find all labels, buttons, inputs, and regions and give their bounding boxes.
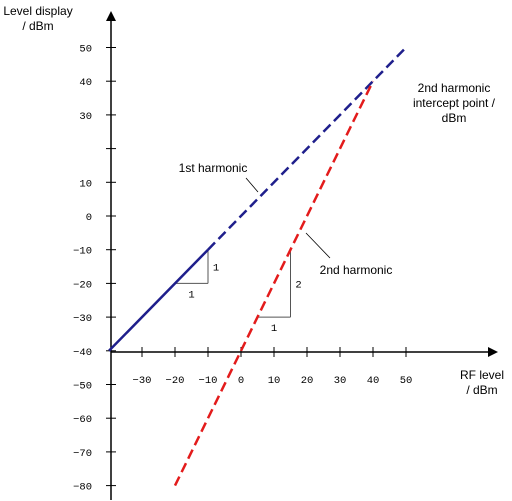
characteristic-lines <box>108 46 407 487</box>
y-tick-label: −30 <box>73 313 92 325</box>
x-tick-label: 40 <box>367 375 380 387</box>
intercept-label-line2: intercept point / <box>413 96 496 110</box>
y-axis-label-line1: Level display <box>3 4 72 18</box>
intercept-label-line1: 2nd harmonic <box>418 81 491 95</box>
y-tick-label: −20 <box>73 279 92 291</box>
x-axis-label-line1: RF level <box>460 368 504 382</box>
x-tick-label: 20 <box>301 375 314 387</box>
x-tick-label: 0 <box>238 375 244 387</box>
x-axis-label-line2: / dBm <box>466 383 497 397</box>
first-harmonic-label: 1st harmonic <box>179 161 248 175</box>
y-tick-label: −40 <box>73 347 92 359</box>
x-tick-label: −30 <box>133 375 152 387</box>
second-harmonic-leader <box>305 232 331 259</box>
first-harmonic-line-dashed <box>207 46 407 251</box>
x-axis-ticks: −30 −20 −10 0 10 20 30 40 50 <box>133 347 413 387</box>
slope-run-label: 1 <box>188 289 194 301</box>
x-tick-label: −10 <box>199 375 218 387</box>
slope-rise-label: 1 <box>213 263 219 275</box>
x-tick-label: 30 <box>334 375 347 387</box>
y-axis-label-line2: / dBm <box>22 19 53 33</box>
y-tick-label: −10 <box>73 246 92 258</box>
second-harmonic-line <box>173 80 375 487</box>
y-tick-label: 0 <box>86 212 92 224</box>
slope-rise-label: 2 <box>295 279 301 291</box>
x-tick-label: −20 <box>166 375 185 387</box>
first-harmonic-leader <box>245 177 259 193</box>
y-tick-label: −50 <box>73 381 92 393</box>
y-tick-label: −60 <box>73 414 92 426</box>
y-tick-label: −70 <box>73 448 92 460</box>
intercept-label-line3: dBm <box>442 111 467 125</box>
y-tick-label: 10 <box>79 178 92 190</box>
x-tick-label: 10 <box>268 375 281 387</box>
y-tick-label: 50 <box>79 44 92 56</box>
slope-triangles: 1 1 1 2 <box>175 249 302 335</box>
y-tick-label: −80 <box>73 482 92 494</box>
x-tick-label: 50 <box>400 375 413 387</box>
slope-run-label: 1 <box>271 323 277 335</box>
y-tick-label: 40 <box>79 77 92 89</box>
y-axis-ticks: 50 40 30 10 0 −10 −20 −30 −40 −50 −60 −70 −80 <box>73 44 116 494</box>
second-harmonic-label: 2nd harmonic <box>320 263 393 277</box>
first-harmonic-line-solid <box>108 248 209 352</box>
y-tick-label: 30 <box>79 111 92 123</box>
